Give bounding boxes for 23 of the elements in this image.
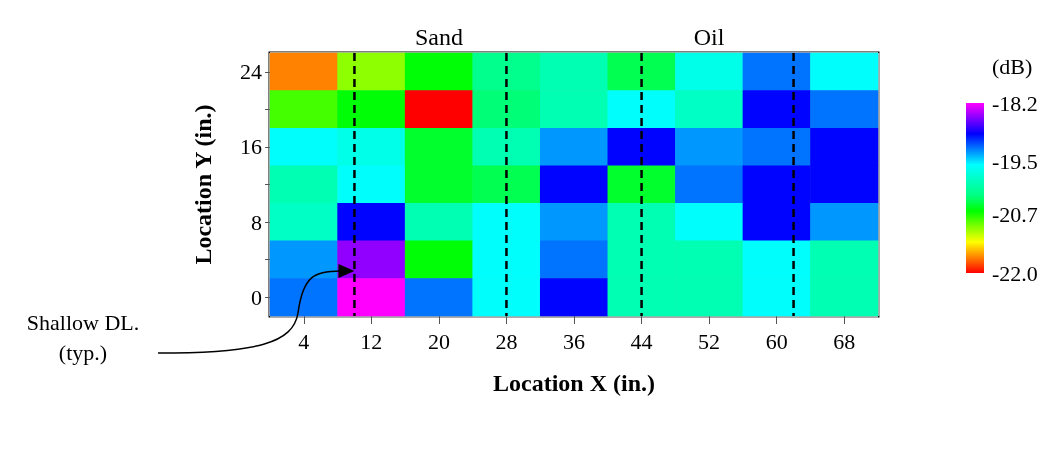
x-tick-label: 68	[833, 328, 856, 354]
color-bar-label: -20.7	[992, 202, 1038, 228]
x-axis-title: Location X (in.)	[493, 370, 655, 396]
x-tick-label: 28	[495, 328, 518, 354]
x-tick-label: 44	[630, 328, 653, 354]
x-tick-label: 60	[765, 328, 788, 354]
color-bar-title: (dB)	[992, 53, 1033, 79]
color-bar-label: -19.5	[992, 148, 1038, 174]
color-bar-label: -22.0	[992, 260, 1038, 286]
x-tick-label: 12	[360, 328, 383, 354]
y-axis-title: Location Y (in.)	[190, 104, 216, 265]
text: Oil	[693, 24, 725, 50]
y-tick-label: 24	[240, 59, 262, 85]
x-tick-label: 20	[427, 328, 450, 354]
x-tick-label: 4	[298, 328, 310, 354]
y-tick-label: 0	[251, 284, 262, 310]
color-bar-label: -18.2	[992, 90, 1038, 116]
x-tick-label: 52	[698, 328, 721, 354]
text: Sand	[414, 24, 463, 50]
x-tick-label: 36	[563, 328, 585, 354]
text: Shallow DL. (typ.)	[25, 309, 141, 367]
y-tick-label: 16	[240, 134, 262, 160]
y-tick-label: 8	[251, 209, 262, 235]
